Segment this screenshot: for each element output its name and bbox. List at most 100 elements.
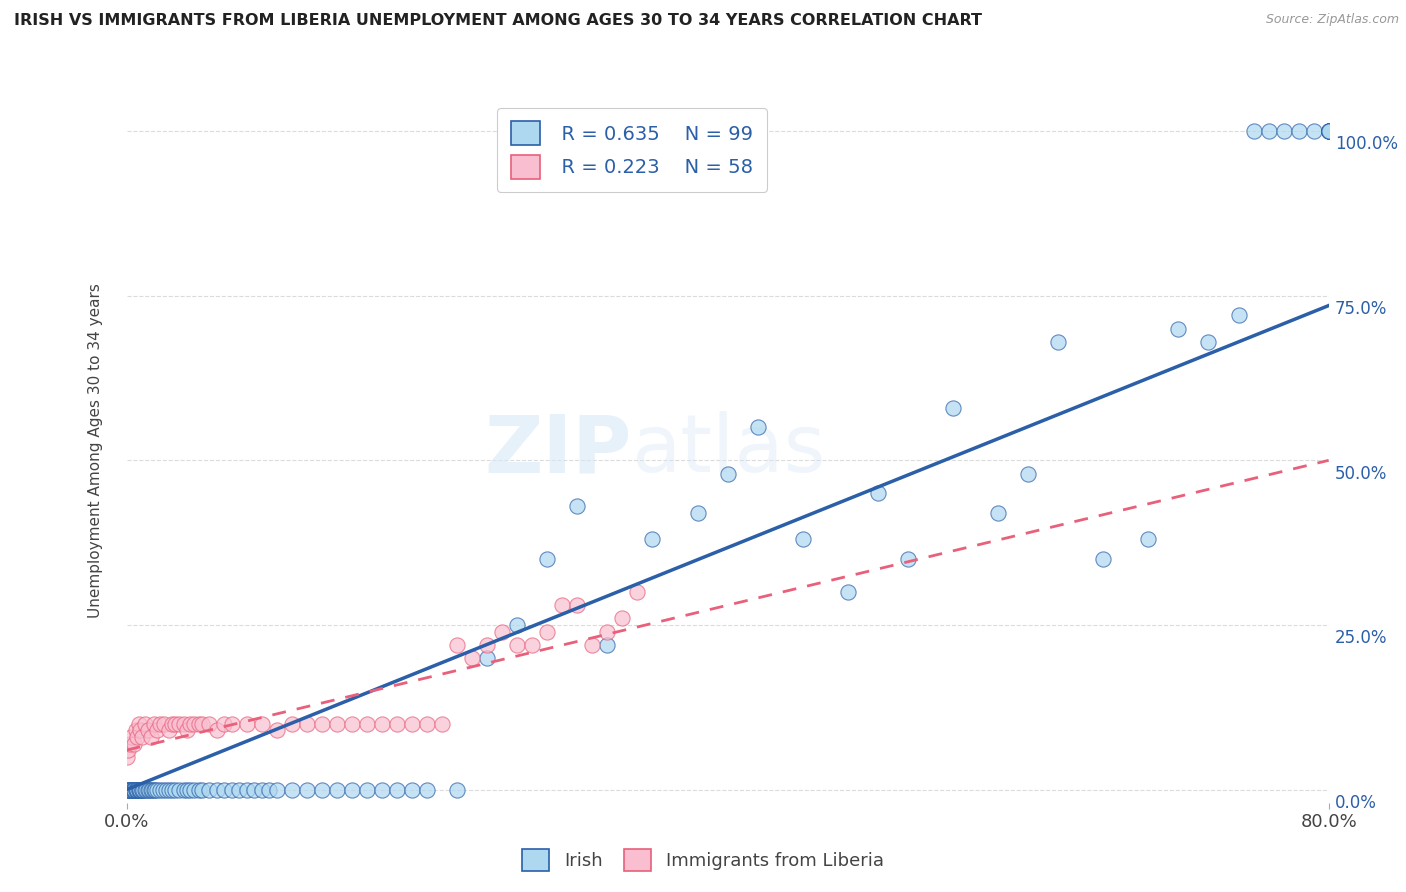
Point bbox=[596, 624, 619, 639]
Point bbox=[205, 782, 228, 797]
Point bbox=[987, 506, 1010, 520]
Text: atlas: atlas bbox=[631, 411, 825, 490]
Text: Source: ZipAtlas.com: Source: ZipAtlas.com bbox=[1265, 13, 1399, 27]
Text: 50.0%: 50.0% bbox=[1334, 465, 1388, 483]
Point bbox=[567, 599, 589, 613]
Point bbox=[141, 782, 163, 797]
Point bbox=[311, 782, 333, 797]
Point bbox=[115, 749, 138, 764]
Point bbox=[143, 782, 166, 797]
Point bbox=[221, 716, 243, 731]
Point bbox=[145, 782, 167, 797]
Point bbox=[371, 782, 394, 797]
Point bbox=[167, 716, 190, 731]
Point bbox=[311, 716, 333, 731]
Point bbox=[461, 651, 484, 665]
Point bbox=[183, 782, 205, 797]
Point bbox=[212, 782, 235, 797]
Point bbox=[118, 782, 141, 797]
Point bbox=[122, 782, 145, 797]
Point bbox=[118, 782, 141, 797]
Point bbox=[243, 782, 266, 797]
Point bbox=[136, 782, 159, 797]
Point bbox=[142, 782, 165, 797]
Point bbox=[131, 782, 153, 797]
Point bbox=[152, 782, 174, 797]
Point bbox=[1317, 124, 1340, 138]
Point bbox=[1317, 124, 1340, 138]
Point bbox=[401, 716, 423, 731]
Point bbox=[416, 782, 439, 797]
Point bbox=[1167, 321, 1189, 335]
Text: 75.0%: 75.0% bbox=[1334, 300, 1388, 318]
Point bbox=[1047, 334, 1070, 349]
Point bbox=[356, 782, 378, 797]
Point bbox=[120, 782, 142, 797]
Point bbox=[187, 782, 209, 797]
Point bbox=[506, 618, 529, 632]
Point bbox=[160, 782, 183, 797]
Point bbox=[122, 737, 145, 751]
Point bbox=[190, 716, 212, 731]
Point bbox=[536, 624, 558, 639]
Point bbox=[266, 723, 288, 738]
Point bbox=[176, 723, 198, 738]
Point bbox=[641, 533, 664, 547]
Point bbox=[117, 782, 139, 797]
Point bbox=[221, 782, 243, 797]
Point bbox=[266, 782, 288, 797]
Point bbox=[747, 420, 769, 434]
Point bbox=[295, 716, 318, 731]
Point bbox=[1288, 124, 1310, 138]
Point bbox=[138, 782, 160, 797]
Point bbox=[120, 782, 142, 797]
Point bbox=[115, 782, 138, 797]
Point bbox=[356, 716, 378, 731]
Point bbox=[1257, 124, 1279, 138]
Point bbox=[491, 624, 513, 639]
Text: ZIP: ZIP bbox=[484, 411, 631, 490]
Point bbox=[187, 716, 209, 731]
Point bbox=[129, 723, 152, 738]
Point bbox=[179, 782, 201, 797]
Point bbox=[837, 585, 859, 599]
Point bbox=[1317, 124, 1340, 138]
Point bbox=[212, 716, 235, 731]
Point bbox=[295, 782, 318, 797]
Point bbox=[124, 782, 146, 797]
Point bbox=[1317, 124, 1340, 138]
Point bbox=[131, 730, 153, 744]
Point bbox=[124, 723, 146, 738]
Legend: Irish, Immigrants from Liberia: Irish, Immigrants from Liberia bbox=[515, 842, 891, 879]
Text: 0.0%: 0.0% bbox=[1334, 794, 1376, 812]
Point bbox=[128, 782, 150, 797]
Point bbox=[149, 716, 172, 731]
Point bbox=[1317, 124, 1340, 138]
Point bbox=[122, 782, 145, 797]
Point bbox=[129, 782, 152, 797]
Point bbox=[385, 716, 408, 731]
Point bbox=[129, 782, 152, 797]
Point bbox=[1272, 124, 1295, 138]
Point bbox=[1243, 124, 1265, 138]
Point bbox=[371, 716, 394, 731]
Point bbox=[1227, 309, 1250, 323]
Text: 25.0%: 25.0% bbox=[1334, 629, 1388, 648]
Point bbox=[686, 506, 709, 520]
Point bbox=[235, 782, 259, 797]
Point bbox=[475, 651, 498, 665]
Point bbox=[149, 782, 172, 797]
Point bbox=[446, 782, 468, 797]
Point bbox=[125, 782, 148, 797]
Point bbox=[118, 737, 141, 751]
Point bbox=[198, 716, 221, 731]
Point bbox=[1092, 552, 1115, 566]
Point bbox=[1137, 533, 1160, 547]
Point bbox=[1317, 124, 1340, 138]
Text: IRISH VS IMMIGRANTS FROM LIBERIA UNEMPLOYMENT AMONG AGES 30 TO 34 YEARS CORRELAT: IRISH VS IMMIGRANTS FROM LIBERIA UNEMPLO… bbox=[14, 13, 981, 29]
Point bbox=[446, 638, 468, 652]
Point bbox=[340, 716, 363, 731]
Point bbox=[183, 716, 205, 731]
Point bbox=[173, 716, 195, 731]
Point bbox=[866, 486, 889, 500]
